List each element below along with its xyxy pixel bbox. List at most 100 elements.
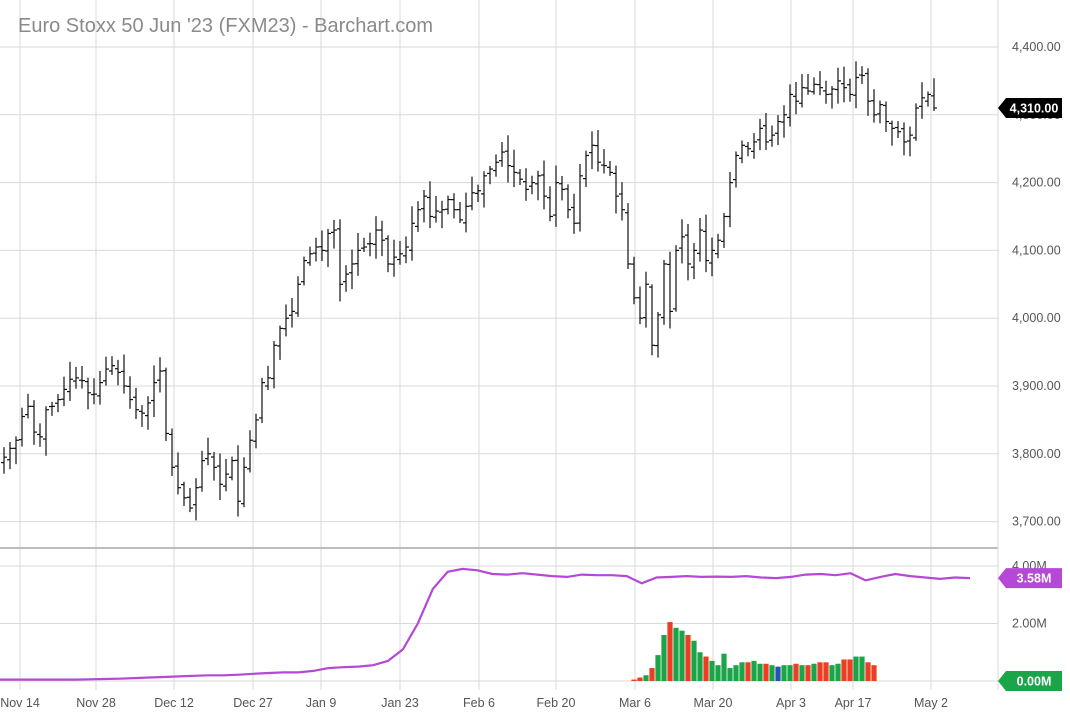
ohlc-bar <box>895 121 901 139</box>
ohlc-bar <box>265 365 271 390</box>
date-tick-label: Jan 9 <box>306 696 337 710</box>
volume-bar <box>871 665 877 681</box>
volume-bar <box>661 635 667 681</box>
ohlc-bar <box>793 81 799 115</box>
ohlc-bar <box>403 236 409 264</box>
volume-bar <box>829 665 835 681</box>
volume-bar <box>739 662 745 681</box>
ohlc-bar <box>613 165 619 214</box>
ohlc-bar <box>313 237 319 262</box>
ohlc-bar <box>433 195 439 223</box>
ohlc-bar <box>781 105 787 138</box>
ohlc-bar <box>445 195 451 215</box>
volume-bar <box>649 668 655 681</box>
ohlc-bar <box>559 176 565 201</box>
ohlc-bar <box>13 436 19 465</box>
ohlc-bar <box>619 182 625 221</box>
chart-title: Euro Stoxx 50 Jun '23 (FXM23) - Barchart… <box>18 15 433 37</box>
date-tick-label: Dec 27 <box>233 696 273 710</box>
volume-bar <box>715 665 721 681</box>
ohlc-bar <box>121 354 127 394</box>
ohlc-bar <box>799 74 805 108</box>
open-interest-line <box>0 567 971 681</box>
ohlc-bar <box>841 66 847 103</box>
ohlc-bar <box>157 357 163 393</box>
ohlc-bar <box>913 103 919 141</box>
ohlc-bar <box>439 200 445 229</box>
price-tick-label: 3,800.00 <box>1012 447 1061 461</box>
volume-bar <box>667 622 673 681</box>
ohlc-bar <box>877 100 883 124</box>
ohlc-bar <box>517 169 523 186</box>
ohlc-bar <box>319 230 325 261</box>
ohlc-bar <box>493 154 499 177</box>
ohlc-bar <box>25 393 31 419</box>
ohlc-bar <box>199 450 205 492</box>
ohlc-bar <box>61 376 67 407</box>
ohlc-bar <box>307 246 313 266</box>
volume-bar <box>673 627 679 681</box>
ohlc-bar <box>1 447 7 474</box>
date-tick-label: Apr 3 <box>776 696 806 710</box>
ohlc-bar <box>667 251 673 329</box>
ohlc-bar <box>721 212 727 248</box>
ohlc-bar <box>553 165 559 227</box>
ohlc-bar <box>817 71 823 96</box>
volume-bar <box>697 652 703 681</box>
volume-bar <box>763 663 769 681</box>
ohlc-bar <box>919 82 925 119</box>
ohlc-bar <box>763 112 769 150</box>
volume-bar <box>643 675 649 681</box>
volume-bar <box>733 665 739 681</box>
ohlc-bar <box>85 377 91 410</box>
ohlc-bar <box>769 125 775 147</box>
ohlc-bar <box>571 193 577 234</box>
ohlc-bar <box>97 370 103 405</box>
ohlc-bar <box>277 325 283 360</box>
ohlc-bar <box>535 170 541 201</box>
ohlc-bar <box>397 240 403 265</box>
ohlc-bar <box>649 284 655 356</box>
volume-bar <box>793 663 799 681</box>
ohlc-bar <box>805 73 811 95</box>
ohlc-bar <box>601 149 607 174</box>
ohlc-bar <box>343 265 349 292</box>
ohlc-bar <box>739 140 745 164</box>
ohlc-bar <box>391 239 397 277</box>
ohlc-bar <box>103 356 109 386</box>
ohlc-bar <box>655 312 661 358</box>
ohlc-bar <box>337 219 343 302</box>
volume-bar <box>823 662 829 681</box>
ohlc-bar <box>925 91 931 107</box>
volume-bar <box>847 659 853 681</box>
ohlc-bar <box>115 359 121 386</box>
price-tick-label: 3,900.00 <box>1012 379 1061 393</box>
date-tick-label: Nov 28 <box>76 696 116 710</box>
volume-bar <box>757 663 763 681</box>
ohlc-bar <box>583 150 589 187</box>
ohlc-bar <box>565 184 571 219</box>
ohlc-bar <box>283 304 289 337</box>
ohlc-bar <box>295 276 301 317</box>
date-tick-label: Dec 12 <box>154 696 194 710</box>
ohlc-bar <box>109 356 115 375</box>
volume-bar <box>787 665 793 681</box>
ohlc-bar <box>625 203 631 270</box>
volume-bar <box>781 665 787 681</box>
open-interest-series <box>0 567 971 681</box>
ohlc-bar <box>511 149 517 188</box>
ohlc-bar <box>607 161 613 176</box>
ohlc-bar <box>529 175 535 195</box>
svg-text:0.00M: 0.00M <box>1017 675 1052 689</box>
ohlc-bar <box>211 452 217 481</box>
date-tick-label: Mar 6 <box>619 696 651 710</box>
ohlc-bar <box>247 430 253 473</box>
volume-bar <box>709 660 715 681</box>
date-tick-label: Feb 6 <box>463 696 495 710</box>
ohlc-bar <box>67 361 73 401</box>
ohlc-bar <box>151 365 157 418</box>
ohlc-bar <box>187 487 193 513</box>
ohlc-bar <box>541 160 547 210</box>
ohlc-bar <box>835 67 841 104</box>
